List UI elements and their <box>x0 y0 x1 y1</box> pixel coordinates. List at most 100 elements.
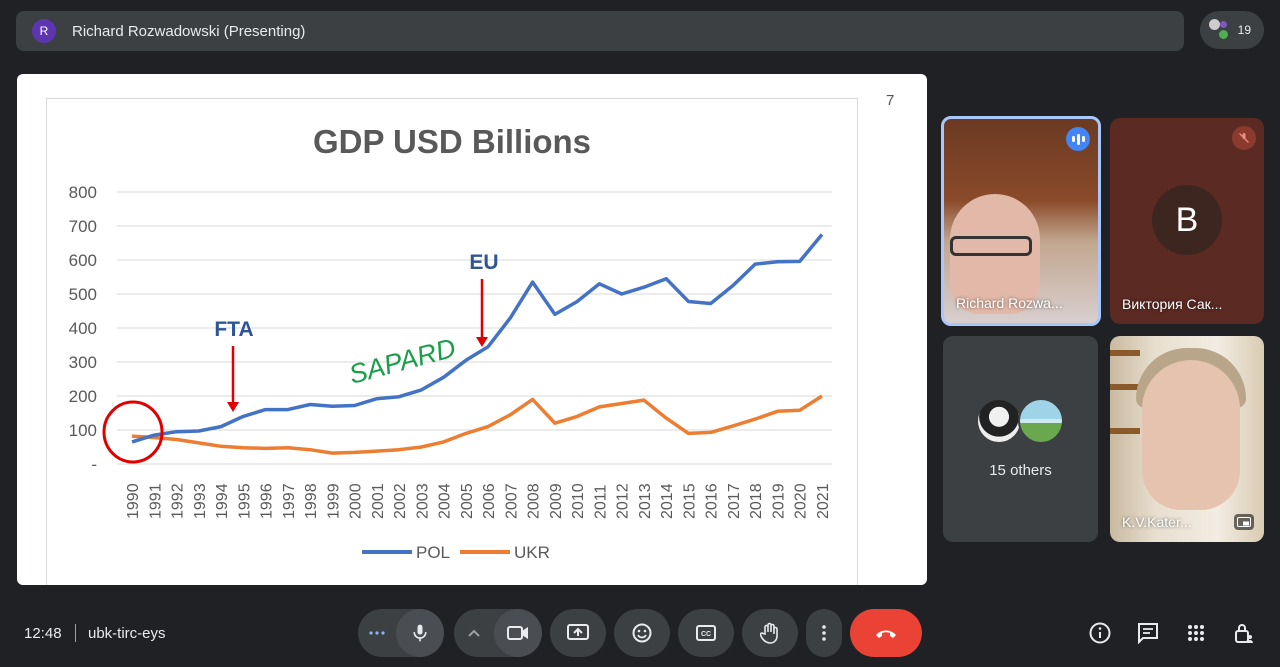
x-tick-label: 1990 <box>125 483 142 519</box>
mic-off-icon <box>1232 126 1256 150</box>
x-tick-label: 1997 <box>281 483 298 519</box>
x-tick-label: 2002 <box>392 483 409 519</box>
lock-person-icon <box>1235 624 1253 643</box>
emoji-icon <box>632 623 652 643</box>
x-tick-label: 1995 <box>236 483 253 519</box>
x-tick-label: 1996 <box>259 483 276 519</box>
camera-control-group <box>454 609 542 657</box>
chat-button[interactable] <box>1134 619 1162 647</box>
y-tick-label: 800 <box>69 183 97 202</box>
chart-title: GDP USD Billions <box>313 123 591 160</box>
participant-count: 19 <box>1237 23 1251 37</box>
y-tick-label: 400 <box>69 319 97 338</box>
present-button[interactable] <box>550 609 606 657</box>
host-controls-button[interactable] <box>1230 619 1258 647</box>
x-tick-label: 2007 <box>503 483 520 519</box>
reactions-button[interactable] <box>614 609 670 657</box>
participant-name: Виктория Сак... <box>1122 296 1223 312</box>
x-tick-label: 1994 <box>214 483 231 519</box>
participant-tile-viktoria[interactable]: B Виктория Сак... <box>1110 118 1264 324</box>
x-tick-label: 2005 <box>459 483 476 519</box>
participant-name: Richard Rozwa... <box>956 295 1063 311</box>
slide-page-number: 7 <box>886 92 895 109</box>
leave-call-button[interactable] <box>850 609 922 657</box>
x-tick-label: 1993 <box>192 483 209 519</box>
y-tick-label: 500 <box>69 285 97 304</box>
avatar <box>976 398 1022 444</box>
captions-button[interactable]: CC <box>678 609 734 657</box>
x-tick-label: 2001 <box>370 483 387 519</box>
x-tick-label: 2020 <box>793 483 810 519</box>
participant-video <box>950 194 1040 314</box>
legend-label: UKR <box>514 543 550 562</box>
participant-tile-kv[interactable]: K.V.Kater... <box>1110 336 1264 542</box>
activities-button[interactable] <box>1182 619 1210 647</box>
others-avatars <box>976 398 1068 444</box>
x-tick-label: 1998 <box>303 483 320 519</box>
x-tick-label: 1991 <box>147 483 164 519</box>
more-vertical-icon <box>822 625 826 641</box>
start-highlight-circle <box>102 400 164 464</box>
chat-icon <box>1138 623 1158 644</box>
mic-control-group <box>358 609 444 657</box>
x-tick-label: 2008 <box>526 483 543 519</box>
presentation-slide: 7 GDP USD Billions - 100 200 300 400 500 600 70… <box>17 74 927 585</box>
x-tick-label: 2014 <box>659 483 676 519</box>
microphone-icon <box>413 624 427 642</box>
x-tick-label: 2017 <box>726 483 743 519</box>
x-tick-label: 2011 <box>592 484 609 519</box>
meeting-details-button[interactable] <box>1086 619 1114 647</box>
others-count-label: 15 others <box>989 462 1052 479</box>
participants-button[interactable]: 19 <box>1200 11 1264 49</box>
meeting-controls-bar: 12:48 ubk-tirc-eys CC <box>0 600 1280 667</box>
x-tick-label: 2016 <box>704 483 721 519</box>
clock: 12:48 <box>24 625 62 642</box>
divider <box>75 624 76 642</box>
apps-grid-icon <box>1188 625 1204 641</box>
x-tick-label: 2015 <box>681 483 698 519</box>
participant-name: K.V.Kater... <box>1122 514 1192 530</box>
camera-button[interactable] <box>494 609 542 657</box>
series-line-pol <box>131 233 824 444</box>
x-tick-label: 2006 <box>481 483 498 519</box>
video-options-button[interactable] <box>454 629 494 637</box>
info-icon <box>1089 622 1111 644</box>
x-tick-label: 2018 <box>748 483 765 519</box>
x-tick-label: 2019 <box>770 483 787 519</box>
present-screen-icon <box>567 624 589 640</box>
x-tick-label: 2021 <box>815 483 832 519</box>
microphone-button[interactable] <box>396 609 444 657</box>
participant-avatar: B <box>1152 185 1222 255</box>
x-tick-label: 2004 <box>437 483 454 519</box>
speaking-indicator-icon <box>1066 127 1090 151</box>
picture-in-picture-icon[interactable] <box>1234 514 1254 530</box>
x-tick-label: 2009 <box>548 483 565 519</box>
y-tick-label: - <box>91 455 97 474</box>
participants-avatars-icon <box>1208 18 1232 42</box>
avatar <box>1018 398 1064 444</box>
y-tick-label: 200 <box>69 387 97 406</box>
audio-options-button[interactable] <box>358 631 396 635</box>
x-tick-label: 1992 <box>170 483 187 519</box>
chart-frame <box>46 98 858 585</box>
y-tick-label: 100 <box>69 421 97 440</box>
y-tick-label: 300 <box>69 353 97 372</box>
meeting-code: ubk-tirc-eys <box>88 625 166 642</box>
fta-arrow-head <box>227 402 239 412</box>
sapard-label: SAPARD <box>346 333 459 390</box>
eu-arrow-head <box>476 337 488 347</box>
presenter-title: Richard Rozwadowski (Presenting) <box>72 22 306 40</box>
closed-captions-icon: CC <box>696 625 716 641</box>
legend-label: POL <box>416 543 450 562</box>
gdp-chart: GDP USD Billions - 100 200 300 400 500 600 700 8… <box>69 123 832 562</box>
more-options-button[interactable] <box>806 609 842 657</box>
x-tick-label: 2003 <box>414 483 431 519</box>
others-tile[interactable]: 15 others <box>943 336 1098 542</box>
raise-hand-button[interactable] <box>742 609 798 657</box>
series-line-ukr <box>131 394 823 455</box>
x-tick-label: 1999 <box>325 483 342 519</box>
participant-video <box>1142 360 1240 510</box>
presenter-banner: R Richard Rozwadowski (Presenting) <box>16 11 1184 51</box>
participant-tile-richard[interactable]: Richard Rozwa... <box>941 116 1101 326</box>
chevron-up-icon <box>468 629 480 637</box>
